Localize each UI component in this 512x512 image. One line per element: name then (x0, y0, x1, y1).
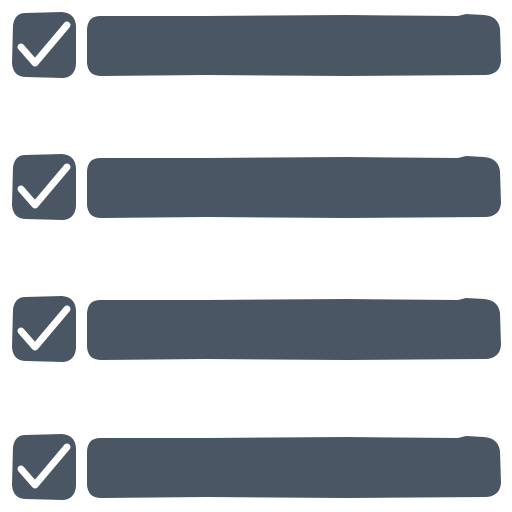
list-line-bar (86, 13, 502, 77)
list-line-bar (86, 435, 502, 499)
list-line-bar (86, 297, 502, 361)
list-line-bar (86, 155, 502, 219)
checklist-row (0, 11, 512, 79)
checkbox-checked-icon (11, 295, 77, 363)
checkbox-checked-icon (11, 11, 77, 79)
checklist-row (0, 153, 512, 221)
checklist-row (0, 433, 512, 501)
checkbox-checked-icon (11, 153, 77, 221)
checkbox-checked-icon (11, 433, 77, 501)
checklist-row (0, 295, 512, 363)
